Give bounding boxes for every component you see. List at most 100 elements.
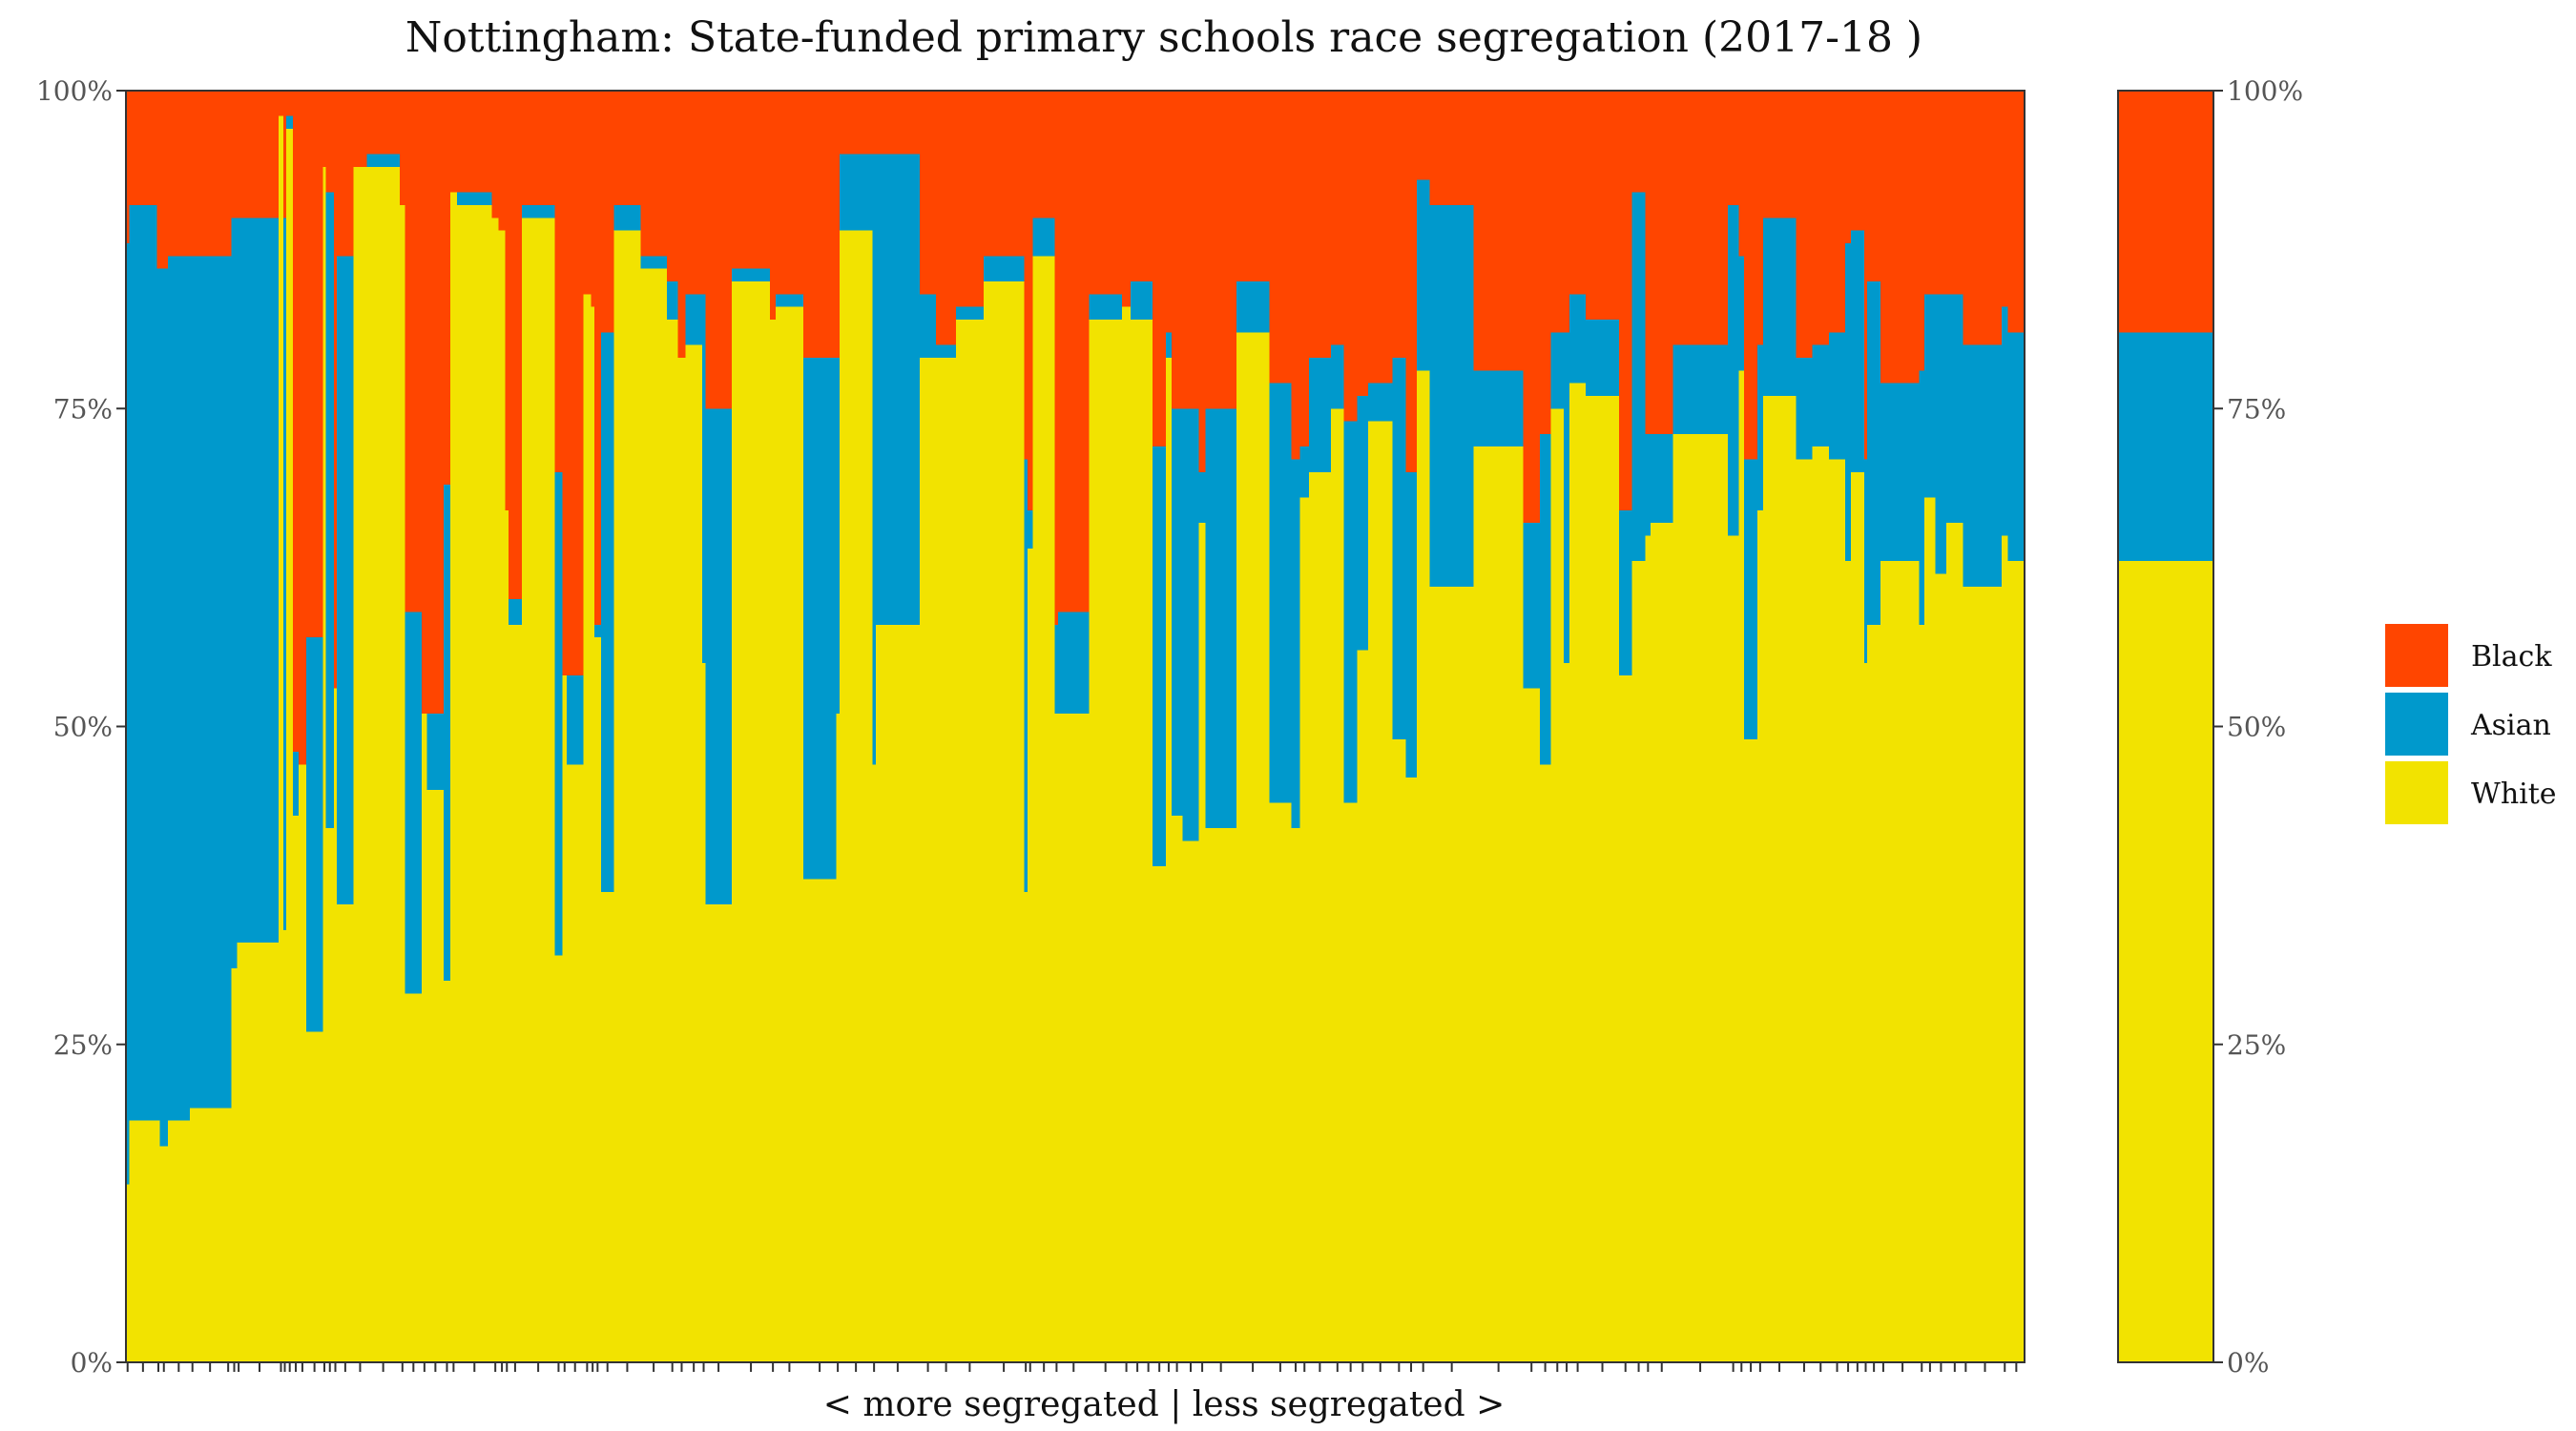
bar-asian bbox=[126, 242, 131, 1185]
bar-black bbox=[1756, 91, 1764, 345]
bar-black bbox=[591, 91, 595, 307]
bar-black bbox=[2007, 91, 2025, 333]
bar-white bbox=[1131, 319, 1145, 1363]
bar-white bbox=[839, 230, 874, 1362]
bar-white bbox=[685, 344, 703, 1363]
bar-black bbox=[600, 91, 615, 333]
bar-black bbox=[1935, 91, 1947, 295]
bar-asian bbox=[405, 612, 423, 994]
bar-asian bbox=[237, 218, 241, 944]
bar-black bbox=[955, 91, 985, 307]
bar-black bbox=[1867, 91, 1881, 281]
bar-black bbox=[1089, 91, 1123, 295]
bar-asian bbox=[1885, 383, 1920, 562]
bar-black bbox=[1121, 91, 1132, 307]
bar-black bbox=[593, 91, 602, 625]
y-tick-label-left: 100% bbox=[36, 75, 113, 107]
bar-black bbox=[1762, 91, 1797, 218]
bar-white bbox=[1166, 357, 1173, 1363]
bar-black bbox=[333, 91, 338, 689]
bar-black bbox=[1330, 91, 1345, 345]
bar-white bbox=[322, 166, 327, 1363]
x-ticks bbox=[126, 1362, 2018, 1372]
bar-white bbox=[286, 128, 294, 1363]
bar-black bbox=[159, 91, 169, 269]
bar-asian bbox=[1368, 383, 1394, 422]
bar-asian bbox=[955, 306, 985, 320]
bar-black bbox=[1269, 91, 1293, 384]
bar-black bbox=[1236, 91, 1270, 281]
bar-black bbox=[1651, 91, 1673, 434]
bar-white bbox=[444, 981, 451, 1362]
bar-black bbox=[1645, 91, 1652, 434]
bar-asian bbox=[366, 154, 401, 167]
bar-white bbox=[1762, 395, 1797, 1362]
bar-white bbox=[1645, 535, 1652, 1362]
bar-asian bbox=[1935, 294, 1947, 574]
bar-asian bbox=[1236, 280, 1270, 333]
bar-black bbox=[613, 91, 641, 205]
bar-asian bbox=[1357, 395, 1369, 651]
bar-asian bbox=[1727, 204, 1740, 536]
bar-white bbox=[293, 815, 300, 1362]
bar-black bbox=[1058, 91, 1091, 612]
bar-asian bbox=[593, 624, 602, 638]
bar-asian bbox=[1308, 357, 1332, 472]
bar-asian bbox=[839, 154, 874, 231]
bar-asian bbox=[1850, 230, 1865, 472]
bar-asian bbox=[1672, 344, 1729, 434]
bar-asian bbox=[337, 256, 355, 905]
bar-black bbox=[1299, 91, 1310, 447]
bar-black bbox=[239, 91, 280, 218]
bar-white bbox=[224, 1108, 233, 1362]
bar-white bbox=[1205, 828, 1237, 1362]
bar-black bbox=[567, 91, 584, 676]
bar-asian bbox=[1054, 624, 1059, 715]
bar-white bbox=[456, 204, 493, 1363]
bar-white bbox=[491, 218, 500, 1362]
bar-asian bbox=[936, 344, 957, 358]
bar-white bbox=[1863, 662, 1868, 1362]
bar-white bbox=[1744, 738, 1758, 1362]
y-tick-label-left: 25% bbox=[53, 1029, 113, 1061]
bar-black bbox=[1924, 91, 1937, 295]
bar-asian bbox=[554, 471, 564, 956]
x-axis-label: < more segregated | less segregated > bbox=[823, 1385, 1506, 1424]
bar-black bbox=[1429, 91, 1475, 205]
bar-white bbox=[677, 357, 687, 1363]
bar-white bbox=[405, 993, 423, 1362]
bar-asian bbox=[1429, 204, 1475, 587]
bar-white bbox=[1024, 891, 1028, 1362]
bar-white bbox=[1153, 866, 1167, 1362]
bar-black bbox=[1618, 91, 1633, 510]
bar-black bbox=[195, 91, 226, 257]
bar-white bbox=[1032, 256, 1056, 1362]
bar-black bbox=[505, 91, 509, 510]
bar-asian bbox=[1845, 242, 1852, 562]
bar-asian bbox=[1968, 344, 2003, 587]
y-tick-label-right: 0% bbox=[2227, 1347, 2269, 1379]
bar-black bbox=[685, 91, 703, 295]
summary-bar bbox=[2118, 91, 2213, 1362]
bar-asian bbox=[1205, 408, 1237, 829]
bar-asian bbox=[567, 675, 584, 765]
bar-black bbox=[1946, 91, 1964, 295]
bar-black bbox=[983, 91, 1026, 257]
bar-black bbox=[337, 91, 355, 257]
bar-white bbox=[2007, 561, 2025, 1362]
bar-asian bbox=[521, 204, 555, 218]
bar-white bbox=[421, 714, 428, 1362]
bar-asian bbox=[1269, 383, 1293, 803]
bar-white bbox=[1812, 446, 1830, 1362]
bar-white bbox=[836, 714, 841, 1362]
bar-white bbox=[1330, 408, 1345, 1362]
bar-black bbox=[224, 91, 233, 257]
bar-white bbox=[521, 218, 555, 1362]
bar-black bbox=[770, 91, 777, 320]
bar-asian bbox=[1738, 256, 1745, 371]
bar-black bbox=[701, 91, 706, 295]
y-tick-label-right: 50% bbox=[2227, 712, 2286, 743]
bar-black bbox=[305, 91, 323, 638]
bar-black bbox=[731, 91, 771, 269]
bar-black bbox=[449, 91, 458, 193]
